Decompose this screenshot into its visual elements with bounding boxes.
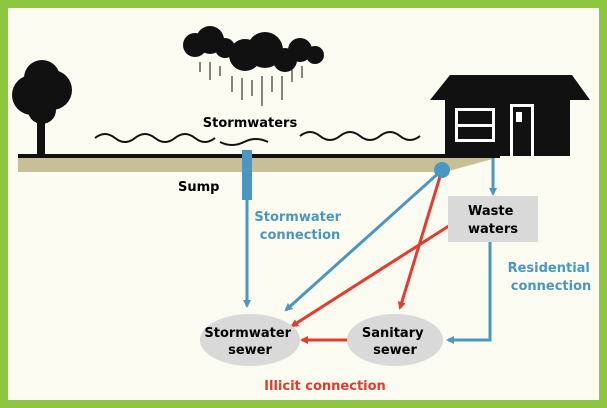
ground xyxy=(18,157,500,172)
stormwater-sewer-label: Stormwater sewer xyxy=(204,326,295,358)
sanitary-sewer xyxy=(347,314,443,366)
connections xyxy=(243,158,497,344)
sump-label: Sump xyxy=(178,180,219,195)
waste-waters-label: Waste waters xyxy=(468,204,518,237)
stormwaters-label: Stormwaters xyxy=(203,116,298,131)
stormwater-connection-label: Stormwater connection xyxy=(254,210,345,243)
rain xyxy=(199,62,303,106)
tree xyxy=(12,60,72,155)
sanitary-sewer-label: Sanitary sewer xyxy=(362,326,428,358)
waves xyxy=(94,131,421,146)
house-outlet xyxy=(434,162,450,178)
clouds xyxy=(183,26,324,72)
residential-connection-label: Residential connection xyxy=(508,261,595,294)
waste-waters-box xyxy=(448,196,538,242)
illicit-connection-label: Illicit connection xyxy=(264,379,386,394)
stormwater-sewer xyxy=(200,314,300,366)
house xyxy=(430,75,590,156)
ground-line xyxy=(18,154,500,158)
sump-pipe xyxy=(242,150,252,200)
